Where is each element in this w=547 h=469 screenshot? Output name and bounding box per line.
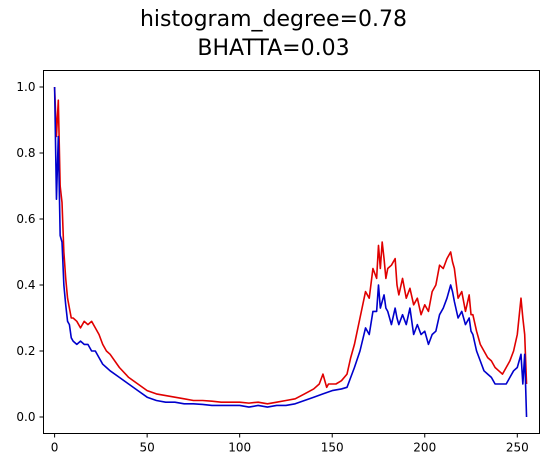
x-tick-label: 50 <box>140 441 155 455</box>
x-tick-label: 200 <box>413 441 436 455</box>
y-axis-ticks: 0.0 0.2 0.4 0.6 0.8 1.0 <box>16 80 44 424</box>
chart-title-line-1: histogram_degree=0.78 <box>139 7 408 32</box>
x-axis-ticks: 0 50 100 150 200 250 <box>51 433 529 455</box>
y-tick-label: 0.0 <box>16 410 35 424</box>
series-line-2 <box>53 86 528 418</box>
y-tick-label: 0.6 <box>16 212 35 226</box>
x-tick-label: 100 <box>228 441 251 455</box>
y-tick-label: 0.8 <box>16 146 35 160</box>
axes-frame <box>43 70 540 434</box>
x-tick-label: 0 <box>51 441 59 455</box>
y-tick-label: 0.2 <box>16 344 35 358</box>
series-layer <box>53 86 528 418</box>
y-tick-label: 0.4 <box>16 278 35 292</box>
x-tick-label: 150 <box>321 441 344 455</box>
x-tick-label: 250 <box>506 441 529 455</box>
series-line-1 <box>53 86 528 405</box>
chart-title-line-2: BHATTA=0.03 <box>197 36 350 61</box>
y-tick-label: 1.0 <box>16 80 35 94</box>
